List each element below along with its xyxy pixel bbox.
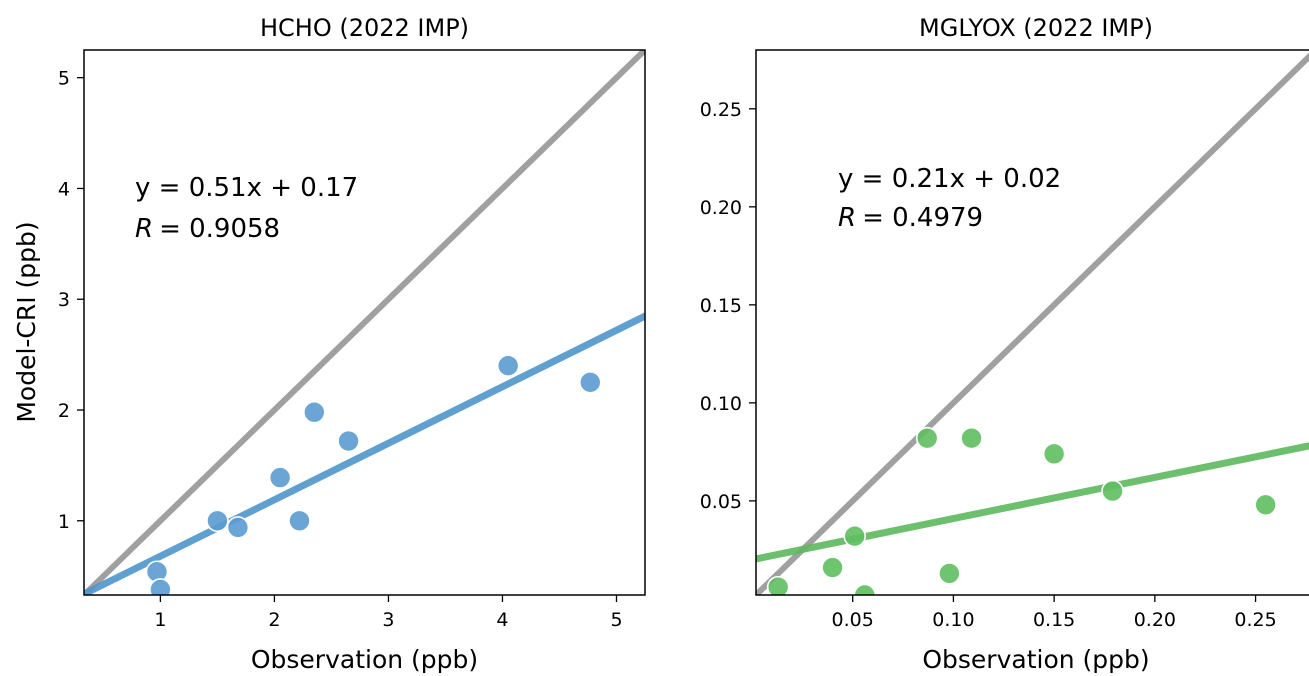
mglyox-axes-frame <box>755 49 1309 596</box>
hcho-axes-frame <box>83 49 646 596</box>
hcho-fit-equation: y = 0.51x + 0.17 <box>135 173 358 203</box>
mglyox-chart-title: MGLYOX (2022 IMP) <box>919 14 1153 42</box>
hcho-y-tick-label-4: 5 <box>58 68 70 90</box>
hcho-x-tick-label-0: 1 <box>154 609 166 631</box>
hcho-x-axis-label: Observation (ppb) <box>251 645 478 674</box>
hcho-y-tick-label-2: 3 <box>58 289 70 311</box>
hcho-x-tick-label-3: 4 <box>496 609 508 631</box>
mglyox-point-0 <box>766 575 790 595</box>
mglyox-y-tick-label-0: 0.05 <box>700 491 742 513</box>
hcho-point-9 <box>578 371 602 394</box>
hcho-r-annotation: R = 0.9058 <box>135 214 280 244</box>
mglyox-point-1 <box>821 556 844 579</box>
mglyox-point-2 <box>843 524 867 548</box>
mglyox-r-symbol: R <box>838 203 856 233</box>
mglyox-ticks: 0.05 0.10 0.15 0.20 0.25 0.05 0.10 0.15 0.20 0.25 <box>700 99 1277 631</box>
hcho-point-5 <box>288 509 311 533</box>
mglyox-y-tick-label-4: 0.25 <box>700 99 742 121</box>
hcho-y-tick-label-0: 1 <box>58 511 70 533</box>
mglyox-r-value: = 0.4979 <box>862 203 983 233</box>
mglyox-x-tick-label-4: 0.25 <box>1234 609 1276 631</box>
mglyox-point-9 <box>1254 493 1277 517</box>
mglyox-point-5 <box>938 562 961 585</box>
mglyox-panel: 0.05 0.10 0.15 0.20 0.25 0.05 0.10 0.15 0.20 0.25… <box>700 14 1309 674</box>
hcho-identity-line <box>84 50 645 595</box>
mglyox-identity-line <box>756 52 1309 595</box>
mglyox-x-tick-label-1: 0.10 <box>932 609 974 631</box>
hcho-point-3 <box>226 516 250 539</box>
mglyox-r-annotation: R = 0.4979 <box>838 203 983 233</box>
mglyox-plot-area <box>756 52 1309 595</box>
hcho-point-2 <box>206 509 229 533</box>
mglyox-y-tick-label-3: 0.20 <box>700 197 742 219</box>
hcho-fit-line <box>84 312 645 595</box>
mglyox-fit-line <box>756 442 1309 563</box>
hcho-point-8 <box>496 354 520 378</box>
hcho-y-tick-label-1: 2 <box>58 400 70 422</box>
mglyox-y-tick-label-2: 0.15 <box>700 295 742 317</box>
hcho-ticks: 1 2 3 4 5 1 2 3 4 5 <box>58 68 623 631</box>
mglyox-x-tick-label-3: 0.20 <box>1134 609 1176 631</box>
hcho-point-7 <box>337 429 360 453</box>
mglyox-x-axis-label: Observation (ppb) <box>922 645 1149 674</box>
hcho-chart-title: HCHO (2022 IMP) <box>260 14 469 42</box>
hcho-point-1 <box>149 578 172 595</box>
hcho-y-tick-label-3: 4 <box>58 178 70 200</box>
mglyox-y-tick-label-1: 0.10 <box>700 393 742 415</box>
mglyox-x-tick-label-2: 0.15 <box>1033 609 1075 631</box>
mglyox-point-8 <box>1101 479 1124 503</box>
hcho-r-symbol: R <box>135 214 153 244</box>
mglyox-x-tick-label-0: 0.05 <box>832 609 874 631</box>
hcho-point-4 <box>268 466 292 489</box>
hcho-x-tick-label-4: 5 <box>610 609 622 631</box>
mglyox-fit-equation: y = 0.21x + 0.02 <box>838 164 1061 194</box>
mglyox-point-6 <box>960 426 983 450</box>
mglyox-point-3 <box>853 583 877 595</box>
mglyox-point-4 <box>915 426 939 450</box>
hcho-x-tick-label-1: 2 <box>268 609 280 631</box>
hcho-panel: 1 2 3 4 5 1 2 3 4 5 HCHO (2022 IMP) Observation (… <box>12 14 646 674</box>
hcho-r-value: = 0.9058 <box>159 214 280 244</box>
hcho-point-6 <box>303 400 326 424</box>
hcho-plot-area <box>84 50 645 595</box>
hcho-x-tick-label-2: 3 <box>382 609 394 631</box>
mglyox-point-7 <box>1042 442 1066 466</box>
hcho-y-axis-label: Model-CRI (ppb) <box>12 221 41 422</box>
